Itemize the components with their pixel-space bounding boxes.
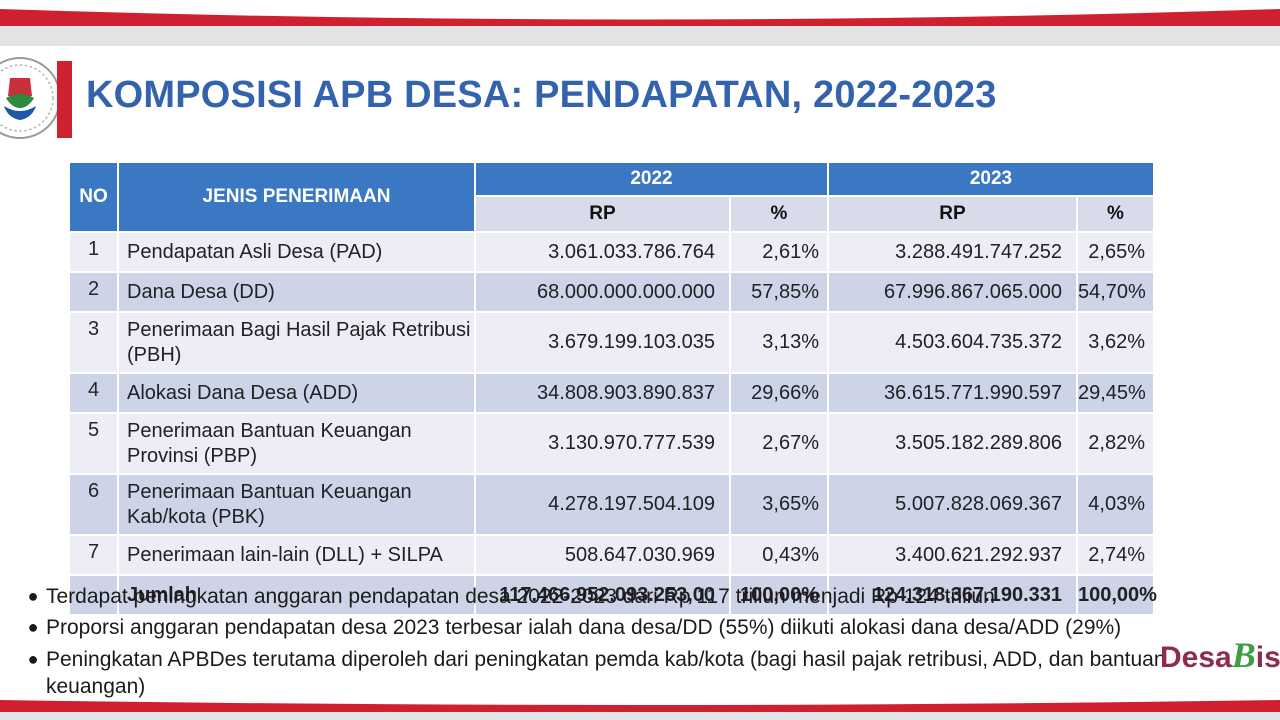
brand-text-desa: Desa bbox=[1160, 641, 1232, 674]
table-row: 4 Alokasi Dana Desa (ADD) 34.808.903.890… bbox=[70, 374, 1155, 414]
row-rp-2022: 3.061.033.786.764 bbox=[476, 233, 731, 273]
row-no: 7 bbox=[70, 536, 119, 576]
table-row: 5 Penerimaan Bantuan Keuangan Provinsi (… bbox=[70, 414, 1155, 475]
table-row: 7 Penerimaan lain-lain (DLL) + SILPA 508… bbox=[70, 536, 1155, 576]
col-header-2023: 2023 bbox=[829, 163, 1155, 197]
row-jenis: Alokasi Dana Desa (ADD) bbox=[119, 374, 476, 414]
table-subheader-row: RP % RP % bbox=[70, 197, 1155, 233]
col-header-2022: 2022 bbox=[476, 163, 829, 197]
col-header-jenis: JENIS PENERIMAAN bbox=[119, 163, 476, 233]
row-rp-2022: 3.130.970.777.539 bbox=[476, 414, 731, 475]
row-rp-2022: 3.679.199.103.035 bbox=[476, 313, 731, 374]
total-label: Jumlah bbox=[119, 576, 476, 616]
row-jenis: Penerimaan Bantuan Keuangan Provinsi (PB… bbox=[119, 414, 476, 475]
row-no: 2 bbox=[70, 273, 119, 313]
row-pct-2023: 29,45% bbox=[1078, 374, 1155, 414]
page-title: KOMPOSISI APB DESA: PENDAPATAN, 2022-202… bbox=[86, 74, 997, 116]
bullet-text: Terdapat peningkatan anggaran pendapatan… bbox=[46, 585, 995, 608]
bottom-red-band bbox=[0, 700, 1280, 720]
table-row: 1 Pendapatan Asli Desa (PAD) 3.061.033.7… bbox=[70, 233, 1155, 273]
table-row: 6 Penerimaan Bantuan Keuangan Kab/kota (… bbox=[70, 475, 1155, 536]
row-rp-2022: 4.278.197.504.109 bbox=[476, 475, 731, 536]
total-rp-2022: 117.466.952.093.253,00 bbox=[476, 576, 731, 616]
col-subheader-pct-2022: % bbox=[731, 197, 829, 233]
row-no: 6 bbox=[70, 475, 119, 536]
row-jenis: Penerimaan Bagi Hasil Pajak Retribusi (P… bbox=[119, 313, 476, 374]
bullet-icon: ● bbox=[27, 586, 39, 606]
row-pct-2023: 4,03% bbox=[1078, 475, 1155, 536]
col-header-no: NO bbox=[70, 163, 119, 233]
row-no: 4 bbox=[70, 374, 119, 414]
row-no: 3 bbox=[70, 313, 119, 374]
row-rp-2023: 3.288.491.747.252 bbox=[829, 233, 1078, 273]
desabisa-logo: DesaBisa bbox=[1160, 634, 1280, 676]
notes-list: ● Terdapat peningkatan anggaran pendapat… bbox=[20, 583, 1170, 704]
bullet-icon: ● bbox=[27, 648, 39, 669]
row-pct-2023: 3,62% bbox=[1078, 313, 1155, 374]
row-pct-2022: 3,13% bbox=[731, 313, 829, 374]
row-pct-2023: 2,82% bbox=[1078, 414, 1155, 475]
row-rp-2022: 34.808.903.890.837 bbox=[476, 374, 731, 414]
table-total-row: Jumlah 117.466.952.093.253,00 100,00% 12… bbox=[70, 576, 1157, 616]
row-pct-2023: 2,74% bbox=[1078, 536, 1155, 576]
row-jenis: Penerimaan Bantuan Keuangan Kab/kota (PB… bbox=[119, 475, 476, 536]
row-pct-2022: 29,66% bbox=[731, 374, 829, 414]
bullet-text: Proporsi anggaran pendapatan desa 2023 t… bbox=[46, 616, 1122, 640]
row-rp-2023: 3.505.182.289.806 bbox=[829, 414, 1078, 475]
row-rp-2023: 4.503.604.735.372 bbox=[829, 313, 1078, 374]
ministry-seal-icon bbox=[0, 57, 61, 139]
row-pct-2022: 3,65% bbox=[731, 475, 829, 536]
title-accent-bar bbox=[57, 61, 72, 138]
brand-text-isa: isa bbox=[1255, 641, 1280, 674]
top-red-band bbox=[0, 9, 1280, 46]
bullet-icon: ● bbox=[27, 617, 39, 638]
col-subheader-rp-2022: RP bbox=[476, 197, 731, 233]
row-pct-2022: 2,67% bbox=[731, 414, 829, 475]
row-rp-2022: 508.647.030.969 bbox=[476, 536, 731, 576]
total-no-cell bbox=[70, 576, 119, 616]
row-pct-2022: 57,85% bbox=[731, 273, 829, 313]
row-jenis: Pendapatan Asli Desa (PAD) bbox=[119, 233, 476, 273]
list-item: ● Proporsi anggaran pendapatan desa 2023… bbox=[20, 614, 1170, 641]
apb-desa-table: NO JENIS PENERIMAAN 2022 2023 RP % RP % … bbox=[70, 163, 1157, 616]
row-jenis: Penerimaan lain-lain (DLL) + SILPA bbox=[119, 536, 476, 576]
table-row: 2 Dana Desa (DD) 68.000.000.000.000 57,8… bbox=[70, 273, 1155, 313]
row-pct-2022: 2,61% bbox=[731, 233, 829, 273]
brand-leaf-b-icon: B bbox=[1231, 635, 1256, 675]
total-pct-2023: 100,00% bbox=[1078, 576, 1157, 616]
row-pct-2023: 2,65% bbox=[1078, 233, 1155, 273]
row-rp-2022: 68.000.000.000.000 bbox=[476, 273, 731, 313]
row-pct-2022: 0,43% bbox=[731, 536, 829, 576]
row-no: 5 bbox=[70, 414, 119, 475]
row-rp-2023: 5.007.828.069.367 bbox=[829, 475, 1078, 536]
row-rp-2023: 36.615.771.990.597 bbox=[829, 374, 1078, 414]
row-rp-2023: 3.400.621.292.937 bbox=[829, 536, 1078, 576]
row-pct-2023: 54,70% bbox=[1078, 273, 1155, 313]
col-subheader-pct-2023: % bbox=[1078, 197, 1155, 233]
table-row: 3 Penerimaan Bagi Hasil Pajak Retribusi … bbox=[70, 313, 1155, 374]
list-item: ● Terdapat peningkatan anggaran pendapat… bbox=[20, 583, 1170, 610]
row-rp-2023: 67.996.867.065.000 bbox=[829, 273, 1078, 313]
total-rp-2023: 124.318.367.190.331 bbox=[829, 576, 1078, 616]
table-header-row: NO JENIS PENERIMAAN 2022 2023 bbox=[70, 163, 1155, 233]
list-item: ● Peningkatan APBDes terutama diperoleh … bbox=[20, 646, 1170, 701]
col-subheader-rp-2023: RP bbox=[829, 197, 1078, 233]
row-jenis: Dana Desa (DD) bbox=[119, 273, 476, 313]
row-no: 1 bbox=[70, 233, 119, 273]
total-pct-2022: 100,00% bbox=[731, 576, 829, 616]
bullet-text: Peningkatan APBDes terutama diperoleh da… bbox=[46, 647, 1166, 698]
